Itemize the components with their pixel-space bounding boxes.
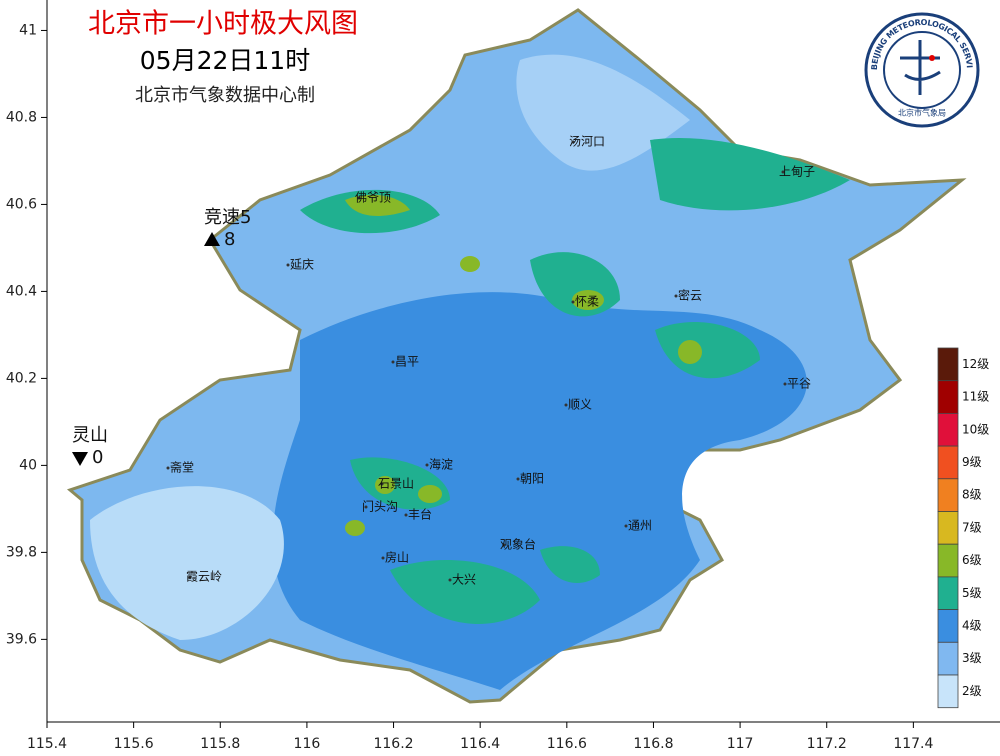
place-label: 霞云岭 — [186, 570, 222, 584]
legend-swatch — [937, 609, 959, 643]
place-label: 延庆 — [290, 258, 314, 272]
place-dot — [571, 140, 575, 144]
place-label: 丰台 — [408, 507, 432, 522]
y-tick-label: 41 — [19, 22, 37, 38]
station-marker — [204, 232, 220, 246]
y-tick-label: 40.8 — [6, 109, 37, 125]
place-dot — [286, 263, 290, 267]
y-tick-label: 40.6 — [6, 196, 37, 212]
place-dot — [188, 575, 192, 579]
place-dot — [571, 300, 575, 304]
place-label: 上甸子 — [779, 165, 815, 179]
place-dot — [624, 524, 628, 528]
legend-swatch — [937, 478, 959, 512]
place-dot — [448, 578, 452, 582]
station-value: 8 — [224, 229, 235, 250]
legend-label: 11级 — [962, 390, 989, 404]
place-label: 通州 — [628, 519, 652, 533]
title: 北京市一小时极大风图 — [88, 9, 358, 40]
y-tick-label: 40.2 — [6, 370, 37, 386]
legend-swatch — [937, 576, 959, 611]
legend-swatch — [937, 543, 959, 578]
legend-label: 2级 — [962, 684, 982, 698]
station-value: 0 — [92, 447, 103, 468]
legend-label: 12级 — [962, 357, 989, 371]
legend-label: 3级 — [962, 651, 982, 665]
place-dot — [381, 556, 385, 560]
place-label: 门头沟 — [362, 499, 398, 514]
place-dot — [391, 360, 395, 364]
legend-swatch — [937, 347, 959, 382]
x-tick-label: 116.2 — [373, 736, 413, 752]
y-tick-label: 39.6 — [6, 631, 37, 647]
place-label: 密云 — [678, 288, 702, 303]
place-label: 观象台 — [500, 537, 536, 552]
place-label: 怀柔 — [575, 295, 599, 309]
station-name: 竞速5 — [204, 207, 251, 228]
subtitle: 北京市气象数据中心制 — [135, 85, 315, 106]
place-dot — [166, 466, 170, 470]
station-name: 灵山 — [72, 425, 108, 446]
place-dot — [357, 196, 361, 200]
legend-swatch — [937, 445, 959, 480]
station-marker — [72, 452, 88, 466]
y-tick-label: 40 — [19, 457, 37, 473]
x-tick-label: 117 — [727, 736, 754, 752]
legend: 12级 11级 10级 9级 8级 7级 6级 5级 4级 3级 2级 — [937, 347, 989, 709]
place-label: 顺义 — [568, 398, 592, 412]
legend-swatch — [937, 641, 959, 676]
legend-label: 7级 — [962, 520, 982, 534]
x-tick-label: 116.6 — [547, 736, 587, 752]
x-tick-label: 117.2 — [807, 736, 847, 752]
x-tick-label: 115.4 — [27, 736, 67, 752]
place-dot — [781, 170, 785, 174]
x-tick-label: 116.4 — [460, 736, 500, 752]
place-dot — [425, 463, 429, 467]
place-dot — [380, 482, 384, 486]
place-label: 海淀 — [429, 457, 453, 472]
place-label: 房山 — [385, 550, 409, 565]
place-dot — [783, 382, 787, 386]
place-label: 昌平 — [395, 355, 419, 369]
logo-name: 北京市气象局 — [898, 108, 946, 118]
wind-zones — [90, 54, 850, 690]
y-tick-label: 39.8 — [6, 544, 37, 560]
place-dot — [364, 505, 368, 509]
x-tick-label: 116 — [294, 736, 321, 752]
legend-label: 9级 — [962, 455, 982, 469]
x-tick-label: 115.8 — [200, 736, 240, 752]
x-tick-label: 117.4 — [893, 736, 933, 752]
legend-swatch — [937, 674, 959, 709]
place-label: 石景山 — [378, 477, 414, 491]
legend-swatch — [937, 412, 959, 447]
place-label: 汤河口 — [569, 135, 605, 149]
place-dot — [516, 477, 520, 481]
legend-swatch — [937, 511, 959, 545]
place-dot — [564, 403, 568, 407]
legend-label: 8级 — [962, 488, 982, 502]
time: 05月22日11时 — [140, 46, 310, 75]
x-tick-label: 116.8 — [633, 736, 673, 752]
legend-swatch — [937, 380, 959, 414]
x-tick-label: 115.6 — [114, 736, 154, 752]
place-dot — [404, 513, 408, 517]
legend-label: 4级 — [962, 618, 982, 632]
legend-label: 10级 — [962, 422, 989, 436]
place-label: 朝阳 — [520, 472, 544, 486]
place-dot — [502, 543, 506, 547]
place-label: 大兴 — [452, 573, 476, 587]
place-label: 斋堂 — [170, 460, 194, 475]
legend-label: 5级 — [962, 586, 982, 600]
place-dot — [674, 294, 678, 298]
place-label: 平谷 — [787, 377, 811, 391]
place-label: 佛爷顶 — [355, 191, 391, 205]
y-tick-label: 40.4 — [6, 283, 37, 299]
legend-label: 6级 — [962, 553, 982, 567]
